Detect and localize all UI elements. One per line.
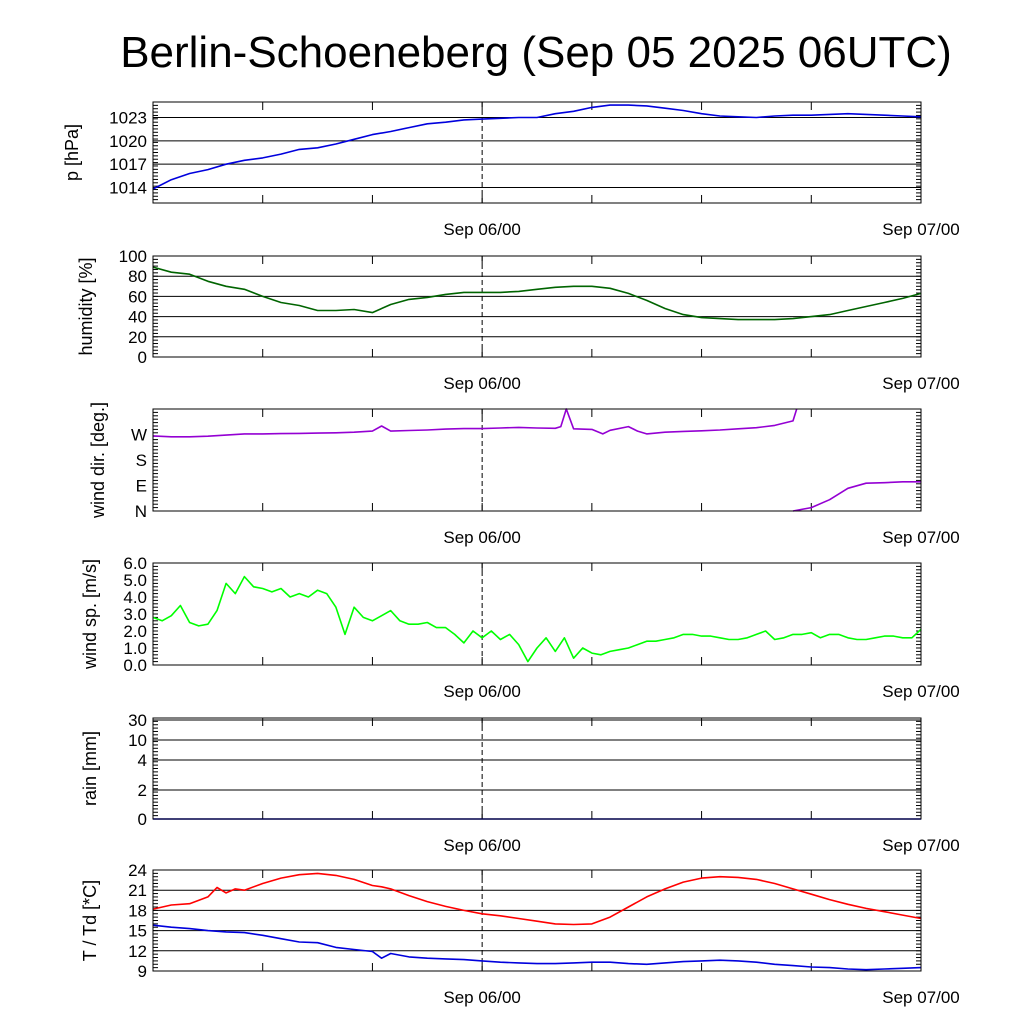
y-axis-label-2: wind dir. [deg.] <box>88 402 108 519</box>
panel-frame-3 <box>152 562 922 666</box>
y-tick-label-1-0: 0 <box>138 348 147 367</box>
y-axis-label-3: wind sp. [m/s] <box>80 559 100 670</box>
y-axis-label-4: rain [mm] <box>80 731 100 806</box>
x-tick-label-5-1: Sep 07/00 <box>882 988 960 1007</box>
x-tick-label-0-0: Sep 06/00 <box>443 220 521 239</box>
panel-frame-4 <box>152 717 922 820</box>
panel-frame-5 <box>152 869 922 972</box>
x-tick-label-2-0: Sep 06/00 <box>443 528 521 547</box>
y-axis-label-0: p [hPa] <box>62 124 82 181</box>
y-axis-label-1: humidity [%] <box>76 257 96 355</box>
x-tick-label-1-0: Sep 06/00 <box>443 374 521 393</box>
y-tick-label-1-3: 60 <box>128 287 147 306</box>
panel-frame-2 <box>152 408 922 512</box>
y-tick-label-0-1: 1017 <box>109 155 147 174</box>
x-tick-label-3-1: Sep 07/00 <box>882 682 960 701</box>
y-tick-label-4-2: 4 <box>138 751 147 770</box>
y-tick-label-3-2: 2.0 <box>123 622 147 641</box>
y-tick-label-2-3: W <box>131 426 147 445</box>
x-tick-label-4-0: Sep 06/00 <box>443 836 521 855</box>
x-tick-label-0-1: Sep 07/00 <box>882 220 960 239</box>
y-tick-label-0-2: 1020 <box>109 132 147 151</box>
series-line-2-1 <box>792 480 921 512</box>
series-line-5-1 <box>152 924 922 971</box>
series-line-5-0 <box>152 872 922 926</box>
y-tick-label-1-5: 100 <box>119 247 147 266</box>
series-line-2-0 <box>152 408 798 438</box>
y-tick-label-2-2: S <box>136 451 147 470</box>
x-tick-label-3-0: Sep 06/00 <box>443 682 521 701</box>
x-tick-label-4-1: Sep 07/00 <box>882 836 960 855</box>
y-tick-label-5-3: 18 <box>128 901 147 920</box>
x-tick-label-5-0: Sep 06/00 <box>443 988 521 1007</box>
series-line-1-0 <box>152 266 922 321</box>
panel-frame-0 <box>152 101 922 204</box>
chart-title: Berlin-Schoeneberg (Sep 05 2025 06UTC) <box>120 28 952 77</box>
y-tick-label-3-5: 5.0 <box>123 571 147 590</box>
y-tick-label-4-0: 0 <box>138 810 147 829</box>
y-tick-label-1-1: 20 <box>128 328 147 347</box>
y-tick-label-5-0: 9 <box>138 962 147 981</box>
y-tick-label-2-0: N <box>135 502 147 521</box>
y-tick-label-3-3: 3.0 <box>123 605 147 624</box>
y-tick-label-4-1: 2 <box>138 781 147 800</box>
y-tick-label-4-4: 30 <box>128 711 147 730</box>
x-tick-label-1-1: Sep 07/00 <box>882 374 960 393</box>
y-tick-label-3-4: 4.0 <box>123 588 147 607</box>
y-tick-label-4-3: 10 <box>128 731 147 750</box>
y-tick-label-0-3: 1023 <box>109 109 147 128</box>
panel-frame-1 <box>152 255 922 358</box>
y-tick-label-5-2: 15 <box>128 922 147 941</box>
series-line-0-0 <box>152 104 922 190</box>
y-tick-label-3-1: 1.0 <box>123 639 147 658</box>
y-tick-label-3-0: 0.0 <box>123 656 147 675</box>
y-axis-label-5: T / Td [*C] <box>80 880 100 961</box>
y-tick-label-2-1: E <box>136 477 147 496</box>
y-tick-label-5-4: 21 <box>128 881 147 900</box>
y-tick-label-5-1: 12 <box>128 942 147 961</box>
x-tick-label-2-1: Sep 07/00 <box>882 528 960 547</box>
series-line-3-0 <box>152 575 922 663</box>
y-tick-label-5-5: 24 <box>128 861 147 880</box>
y-tick-label-1-2: 40 <box>128 308 147 327</box>
y-tick-label-0-0: 1014 <box>109 178 147 197</box>
y-tick-label-1-4: 80 <box>128 267 147 286</box>
y-tick-label-3-6: 6.0 <box>123 554 147 573</box>
